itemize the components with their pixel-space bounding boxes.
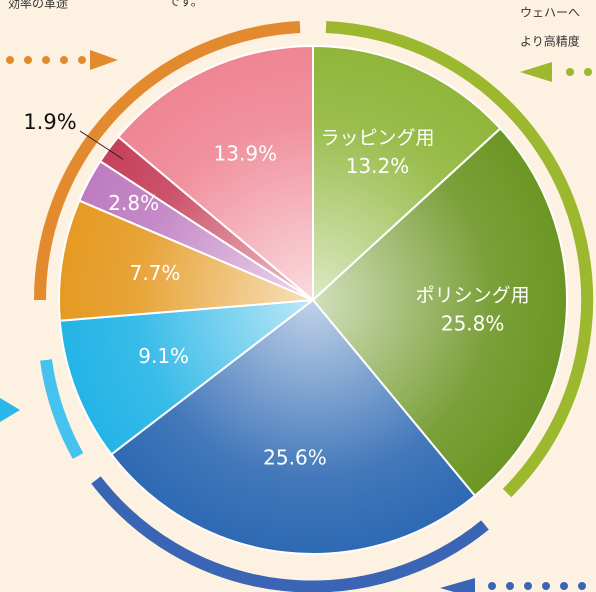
value-label: 9.1% [138, 344, 189, 368]
value-label: 25.6% [263, 445, 327, 469]
value-label: 13.2% [346, 154, 410, 178]
annotation: より高精度 [520, 34, 580, 49]
value-label: 7.7% [130, 261, 181, 285]
value-label: 25.8% [441, 312, 505, 336]
value-label: 1.9% [23, 110, 76, 134]
annotation: です。 [168, 0, 203, 9]
value-label: 13.9% [214, 141, 278, 165]
value-label: 2.8% [108, 191, 159, 215]
chart: 効率の革途 です。 ウェハーへ より高精度 ラッピング用 13.2% ポリシング用 2… [0, 0, 596, 592]
annotation: ウェハーへ [520, 6, 580, 20]
annotation: 効率の革途 [8, 0, 68, 11]
category-label: ラッピング用 [320, 127, 434, 149]
category-label: ポリシング用 [416, 285, 530, 307]
